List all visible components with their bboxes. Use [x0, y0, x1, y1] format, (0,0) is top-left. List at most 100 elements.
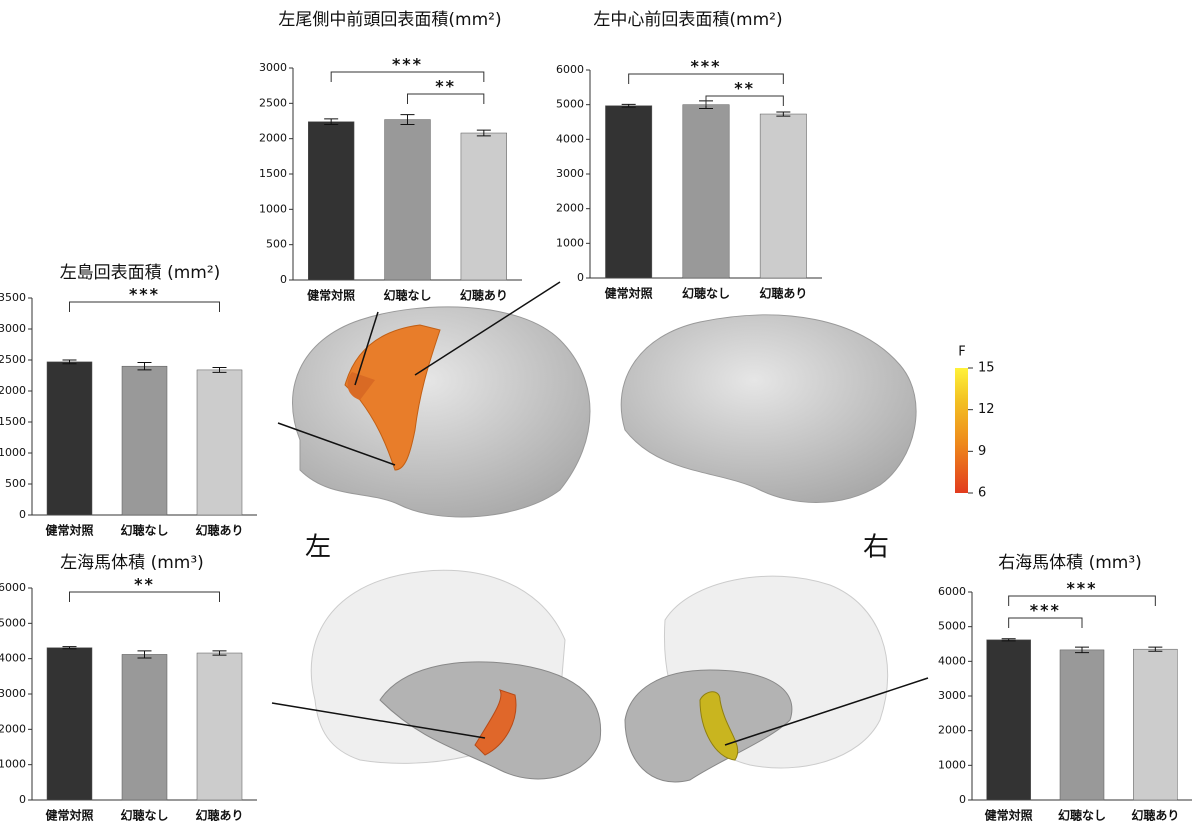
y-tick-label: 6000: [0, 581, 26, 594]
error-bar: [476, 129, 491, 137]
colorbar: [955, 368, 968, 493]
significance-bracket: [1008, 595, 1156, 606]
x-tick-label: 健常対照: [45, 808, 93, 823]
colorbar-tick-label: 9: [978, 444, 986, 459]
bar: [605, 105, 653, 279]
bar: [46, 361, 93, 516]
bar: [121, 654, 168, 801]
significance-label: ***: [392, 55, 423, 74]
bar: [196, 652, 243, 801]
y-tick-label: 6000: [938, 585, 966, 598]
bar: [384, 119, 431, 281]
x-tick-label: 幻聴あり: [195, 523, 243, 538]
x-tick-label: 健常対照: [605, 286, 653, 301]
x-tick-label: 健常対照: [985, 808, 1033, 823]
y-tick-label: 0: [19, 793, 26, 806]
significance-label: **: [435, 77, 456, 96]
bar: [196, 369, 243, 516]
bar: [986, 639, 1031, 801]
y-tick-label: 4000: [0, 652, 26, 665]
error-bar: [62, 359, 77, 365]
y-tick-label: 4000: [938, 654, 966, 667]
significance-label: ***: [690, 57, 721, 76]
chart-title: 右海馬体積 (mm³): [998, 553, 1142, 573]
chart-title: 左海馬体積 (mm³): [60, 553, 204, 573]
y-tick-label: 1000: [556, 236, 584, 249]
y-tick-label: 4000: [556, 132, 584, 145]
significance-bracket: [1008, 617, 1083, 628]
y-tick-label: 3000: [0, 322, 26, 335]
connector: [277, 422, 396, 466]
x-tick-label: 幻聴なし: [120, 808, 168, 823]
y-tick-label: 2000: [556, 202, 584, 215]
connector: [414, 281, 561, 376]
y-tick-label: 0: [280, 273, 287, 286]
y-tick-label: 3500: [0, 291, 26, 304]
y-tick-label: 0: [577, 271, 584, 284]
x-tick-label: 幻聴あり: [195, 808, 243, 823]
y-tick-label: 0: [959, 793, 966, 806]
bar: [1059, 649, 1105, 801]
y-tick-label: 3000: [0, 687, 26, 700]
y-tick-label: 1000: [0, 446, 26, 459]
x-tick-label: 幻聴なし: [383, 288, 431, 303]
y-tick-label: 500: [266, 238, 287, 251]
x-tick-label: 幻聴あり: [460, 288, 508, 303]
error-bar: [776, 111, 791, 117]
y-tick-label: 2500: [0, 353, 26, 366]
bar: [759, 113, 807, 279]
error-bar: [137, 650, 152, 659]
y-tick-label: 2000: [0, 722, 26, 735]
significance-bracket: [330, 71, 485, 82]
x-tick-label: 幻聴なし: [682, 286, 730, 301]
connector: [724, 677, 929, 746]
y-tick-label: 0: [19, 508, 26, 521]
significance-label: ***: [1030, 601, 1061, 620]
error-bar: [621, 103, 636, 108]
error-bar: [1148, 646, 1163, 652]
error-bar: [62, 646, 77, 650]
y-tick-label: 2000: [0, 384, 26, 397]
y-tick-label: 3000: [938, 689, 966, 702]
y-tick-label: 6000: [556, 63, 584, 76]
bar: [308, 121, 355, 281]
hemisphere-label: 右: [863, 533, 889, 563]
y-tick-label: 3000: [259, 61, 287, 74]
y-tick-label: 1500: [259, 167, 287, 180]
x-tick-label: 健常対照: [307, 288, 355, 303]
y-tick-label: 3000: [556, 167, 584, 180]
bar: [682, 104, 730, 279]
y-tick-label: 5000: [938, 620, 966, 633]
colorbar-tick-label: 6: [978, 486, 986, 501]
x-tick-label: 健常対照: [45, 523, 93, 538]
y-tick-label: 5000: [0, 616, 26, 629]
chart-title: 左島回表面積 (mm²): [60, 263, 221, 283]
chart-title: 左中心前回表面積(mm²): [593, 10, 782, 30]
brain-left: [292, 306, 591, 518]
y-tick-label: 1000: [259, 202, 287, 215]
colorbar-tick-label: 15: [978, 361, 995, 376]
error-bar: [212, 650, 227, 656]
y-tick-label: 5000: [556, 98, 584, 111]
x-tick-label: 幻聴なし: [1058, 808, 1106, 823]
y-tick-label: 2000: [938, 724, 966, 737]
brain-right-medial: [624, 575, 889, 783]
error-bar: [137, 361, 152, 371]
brain-left-medial: [310, 569, 602, 780]
significance-bracket: [628, 73, 784, 84]
significance-bracket: [69, 301, 220, 312]
chart-title: 左尾側中前頭回表面積(mm²): [278, 10, 501, 30]
error-bar: [212, 366, 227, 373]
significance-label: ***: [129, 285, 160, 304]
y-tick-label: 1000: [0, 758, 26, 771]
significance-label: **: [134, 575, 155, 594]
significance-bracket: [705, 95, 784, 106]
error-bar: [324, 118, 339, 126]
error-bar: [1075, 646, 1089, 654]
colorbar-tick-label: 12: [978, 402, 995, 417]
brain-right: [620, 314, 917, 503]
hemisphere-label: 左: [305, 533, 331, 563]
x-tick-label: 幻聴なし: [120, 523, 168, 538]
significance-bracket: [407, 93, 485, 104]
